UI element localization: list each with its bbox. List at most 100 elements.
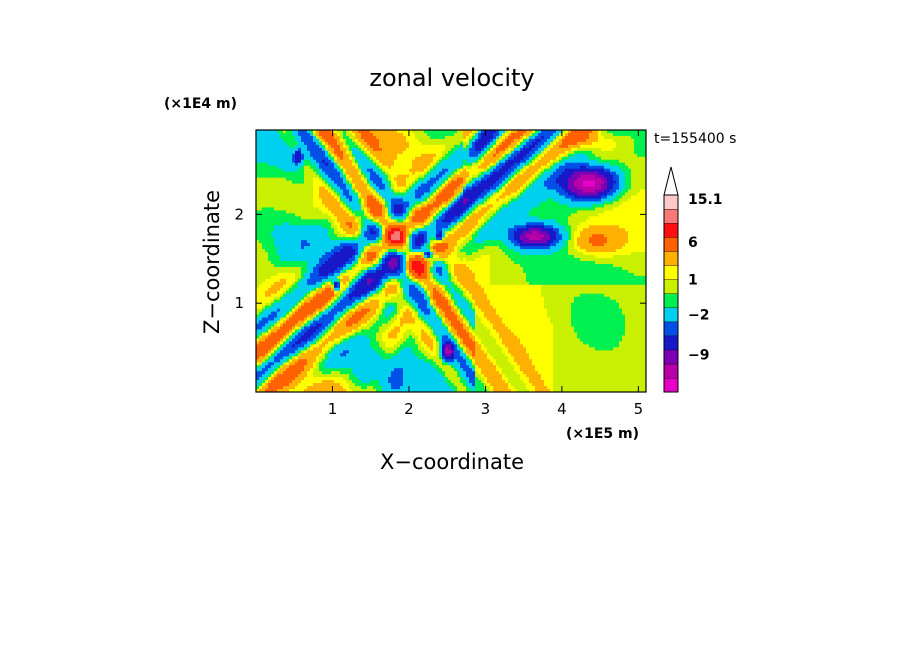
heatmap-cell xyxy=(463,198,467,202)
heatmap-cell xyxy=(532,201,536,205)
heatmap-cell xyxy=(580,216,584,220)
heatmap-cell xyxy=(550,228,554,232)
heatmap-cell xyxy=(505,171,509,176)
heatmap-cell xyxy=(433,165,437,170)
heatmap-cell xyxy=(346,207,350,211)
heatmap-cell xyxy=(382,144,386,149)
heatmap-cell xyxy=(580,213,584,217)
heatmap-cell xyxy=(643,174,647,178)
heatmap-cell xyxy=(574,180,578,184)
heatmap-cell xyxy=(277,243,281,247)
heatmap-cell xyxy=(400,240,404,244)
heatmap-cell xyxy=(637,135,641,140)
heatmap-cell xyxy=(325,183,329,187)
heatmap-cell xyxy=(343,177,347,181)
heatmap-cell xyxy=(301,147,305,152)
heatmap-cell xyxy=(412,219,416,223)
heatmap-cell xyxy=(454,159,458,164)
heatmap-cell xyxy=(640,156,644,161)
heatmap-cell xyxy=(310,192,314,196)
heatmap-cell xyxy=(457,147,461,152)
heatmap-cell xyxy=(601,195,605,199)
heatmap-cell xyxy=(325,192,329,196)
heatmap-cell xyxy=(295,162,299,167)
heatmap-cell xyxy=(487,135,491,140)
heatmap-cell xyxy=(514,171,518,176)
heatmap-cell xyxy=(292,201,296,205)
heatmap-cell xyxy=(598,183,602,187)
heatmap-cell xyxy=(283,144,287,149)
heatmap-cell xyxy=(391,222,395,226)
heatmap-cell xyxy=(364,219,368,223)
heatmap-cell xyxy=(355,144,359,149)
heatmap-cell xyxy=(343,162,347,167)
heatmap-cell xyxy=(412,147,416,152)
heatmap-cell xyxy=(517,222,521,226)
heatmap-cell xyxy=(574,213,578,217)
heatmap-cell xyxy=(421,219,425,223)
heatmap-cell xyxy=(589,195,593,199)
heatmap-cell xyxy=(607,207,611,211)
heatmap-cell xyxy=(382,162,386,167)
heatmap-cell xyxy=(457,132,461,137)
heatmap-cell xyxy=(415,192,419,196)
heatmap-cell xyxy=(601,237,605,241)
heatmap-cell xyxy=(415,198,419,202)
heatmap-cell xyxy=(589,213,593,217)
heatmap-cell xyxy=(331,240,335,244)
heatmap-cell xyxy=(559,201,563,205)
heatmap-cell xyxy=(580,153,584,158)
heatmap-cell xyxy=(577,156,581,161)
heatmap-cell xyxy=(604,141,608,146)
heatmap-cell xyxy=(256,150,260,155)
heatmap-cell xyxy=(562,237,566,241)
heatmap-cell xyxy=(349,195,353,199)
heatmap-cell xyxy=(349,243,353,247)
heatmap-cell xyxy=(487,183,491,187)
heatmap-cell xyxy=(616,168,620,173)
heatmap-cell xyxy=(277,150,281,155)
heatmap-cell xyxy=(508,225,512,229)
heatmap-cell xyxy=(490,156,494,161)
heatmap-cell xyxy=(448,216,452,220)
heatmap-cell xyxy=(565,219,569,223)
heatmap-cell xyxy=(280,180,284,184)
heatmap-cell xyxy=(388,240,392,244)
heatmap-cell xyxy=(358,144,362,149)
heatmap-cell xyxy=(493,174,497,178)
heatmap-cell xyxy=(505,156,509,161)
heatmap-cell xyxy=(451,201,455,205)
heatmap-cell xyxy=(529,153,533,158)
heatmap-cell xyxy=(337,234,341,238)
heatmap-cell xyxy=(559,237,563,241)
heatmap-cell xyxy=(499,144,503,149)
heatmap-cell xyxy=(556,201,560,205)
heatmap-cell xyxy=(274,147,278,152)
heatmap-cell xyxy=(307,192,311,196)
heatmap-cell xyxy=(598,150,602,155)
heatmap-cell xyxy=(409,147,413,152)
heatmap-cell xyxy=(556,192,560,196)
heatmap-cell xyxy=(478,130,482,134)
heatmap-cell xyxy=(547,165,551,170)
heatmap-cell xyxy=(466,144,470,149)
heatmap-cell xyxy=(307,177,311,181)
heatmap-cell xyxy=(448,147,452,152)
heatmap-cell xyxy=(388,243,392,247)
heatmap-cell xyxy=(526,237,530,241)
heatmap-cell xyxy=(526,228,530,232)
heatmap-cell xyxy=(277,135,281,140)
heatmap-cell xyxy=(307,210,311,214)
heatmap-cell xyxy=(460,141,464,146)
heatmap-cell xyxy=(541,204,545,208)
heatmap-cell xyxy=(265,207,269,211)
heatmap-cell xyxy=(523,150,527,155)
heatmap-cell xyxy=(484,162,488,167)
heatmap-cell xyxy=(469,141,473,146)
heatmap-cell xyxy=(439,234,443,238)
heatmap-cell xyxy=(304,150,308,155)
heatmap-cell xyxy=(490,237,494,241)
heatmap-cell xyxy=(256,201,260,205)
heatmap-cell xyxy=(436,165,440,170)
heatmap-cell xyxy=(379,201,383,205)
